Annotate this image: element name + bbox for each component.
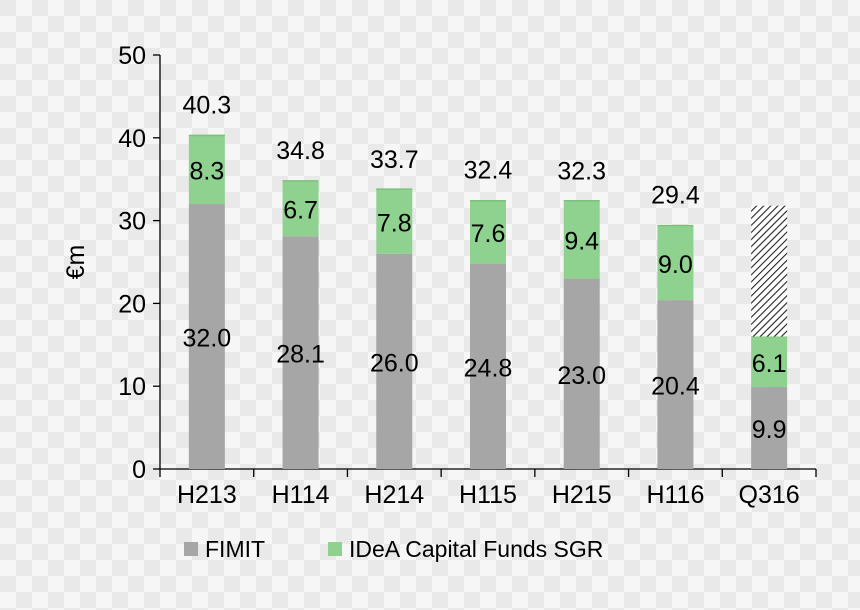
data-label-idea: 7.8 [377, 209, 412, 237]
bar-idea-h115 [470, 200, 506, 264]
data-label-idea: 9.0 [658, 251, 693, 279]
y-tick-label: 50 [118, 42, 146, 70]
data-label-idea: 6.1 [752, 350, 787, 378]
x-category-label: H214 [364, 481, 424, 509]
data-label-fimit: 20.4 [651, 373, 700, 401]
bar-idea-h214 [376, 189, 413, 254]
bar-fimit-q316 [751, 387, 788, 469]
y-axis-title: €m [62, 245, 90, 280]
x-category-label: H215 [552, 481, 612, 509]
total-label: 32.4 [464, 157, 513, 185]
x-category-label: Q316 [739, 481, 800, 509]
total-label: 40.3 [183, 91, 232, 119]
y-tick-label: 10 [118, 373, 146, 401]
data-label-fimit: 9.9 [752, 416, 787, 444]
total-label: 34.8 [276, 137, 325, 165]
bar-fimit-h115 [470, 263, 506, 469]
bar-fimit-h116 [657, 300, 694, 469]
x-category-label: H116 [646, 481, 704, 509]
y-tick-label: 20 [118, 290, 146, 318]
bar-fimit-h214 [376, 253, 413, 469]
bar-fimit-h213 [188, 204, 225, 470]
bar-idea-h116 [657, 225, 694, 301]
total-label: 33.7 [370, 146, 419, 174]
legend-label-idea: IDeA Capital Funds SGR [349, 536, 603, 562]
legend-swatch-idea [328, 542, 342, 556]
y-tick-label: 40 [118, 125, 146, 153]
data-label-idea: 9.4 [564, 228, 599, 256]
y-tick-label: 30 [118, 208, 146, 236]
data-label-fimit: 32.0 [183, 325, 232, 353]
bar-idea-h114 [282, 180, 319, 237]
x-category-label: H213 [177, 481, 237, 509]
total-label: 29.4 [651, 182, 700, 210]
bar-idea-q316 [751, 336, 788, 388]
data-label-idea: 6.7 [283, 197, 318, 225]
legend: FIMIT IDeA Capital Funds SGR [184, 536, 603, 562]
legend-swatch-fimit [184, 542, 198, 556]
bar-idea-h215 [563, 200, 600, 279]
data-label-fimit: 26.0 [370, 349, 419, 377]
data-label-idea: 8.3 [189, 158, 224, 186]
x-category-label: H115 [459, 481, 517, 509]
data-label-idea: 7.6 [471, 220, 506, 248]
y-tick-label: 0 [132, 456, 146, 484]
bar-idea-h213 [188, 135, 225, 205]
x-category-label: H114 [272, 481, 330, 509]
bar-fimit-h215 [563, 278, 600, 469]
data-label-fimit: 24.8 [464, 354, 513, 382]
total-label: 32.3 [557, 158, 606, 186]
data-label-fimit: 23.0 [557, 362, 606, 390]
projection-bar-q316 [751, 205, 788, 337]
bar-fimit-h114 [282, 236, 319, 469]
data-label-fimit: 28.1 [276, 341, 325, 369]
legend-label-fimit: FIMIT [205, 536, 265, 562]
